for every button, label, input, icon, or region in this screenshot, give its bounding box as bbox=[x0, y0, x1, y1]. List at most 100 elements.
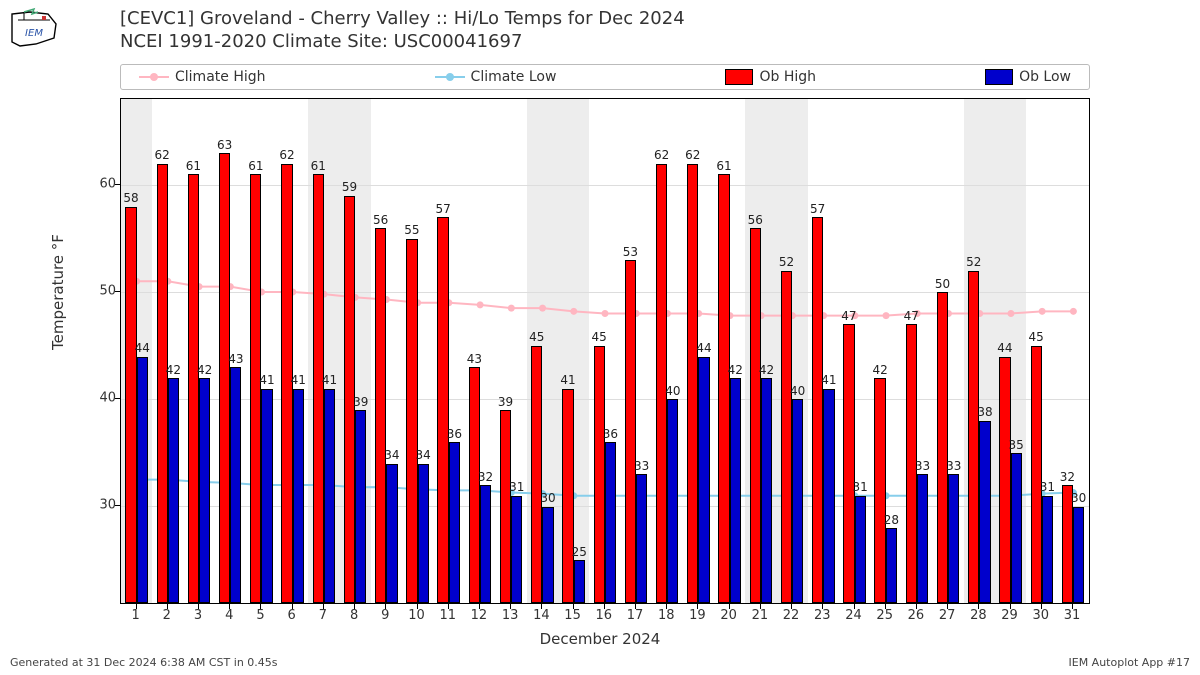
ob-high-label: 41 bbox=[560, 373, 575, 387]
ob-low-label: 31 bbox=[509, 480, 524, 494]
legend-label: Climate High bbox=[175, 69, 266, 85]
ob-high-bar bbox=[937, 292, 948, 603]
ob-low-label: 36 bbox=[447, 427, 462, 441]
ob-high-label: 55 bbox=[404, 223, 419, 237]
ob-low-label: 30 bbox=[540, 491, 555, 505]
ob-high-label: 62 bbox=[279, 148, 294, 162]
x-axis-label: December 2024 bbox=[0, 630, 1200, 648]
ob-low-label: 41 bbox=[259, 373, 274, 387]
xtick-label: 10 bbox=[408, 608, 425, 623]
ob-low-label: 40 bbox=[790, 384, 805, 398]
ob-low-label: 34 bbox=[384, 448, 399, 462]
legend-label: Ob Low bbox=[1019, 69, 1071, 85]
ob-low-bar bbox=[168, 378, 179, 603]
ob-low-bar bbox=[979, 421, 990, 603]
chart-title: [CEVC1] Groveland - Cherry Valley :: Hi/… bbox=[120, 8, 685, 31]
chart-subtitle: NCEI 1991-2020 Climate Site: USC00041697 bbox=[120, 31, 685, 54]
gridline bbox=[121, 185, 1089, 186]
ob-high-label: 42 bbox=[872, 363, 887, 377]
ob-low-label: 36 bbox=[603, 427, 618, 441]
ob-low-label: 39 bbox=[353, 395, 368, 409]
ob-high-label: 58 bbox=[123, 191, 138, 205]
ob-high-bar bbox=[531, 346, 542, 603]
ob-high-label: 56 bbox=[373, 213, 388, 227]
ob-high-label: 52 bbox=[966, 255, 981, 269]
ob-low-label: 42 bbox=[197, 363, 212, 377]
ob-high-bar bbox=[219, 153, 230, 603]
ob-low-label: 42 bbox=[759, 363, 774, 377]
ob-high-label: 61 bbox=[186, 159, 201, 173]
ob-low-bar bbox=[542, 507, 553, 603]
xtick-label: 9 bbox=[381, 608, 389, 623]
ytick-label: 50 bbox=[86, 283, 116, 298]
ob-high-bar bbox=[375, 228, 386, 603]
xtick-label: 8 bbox=[350, 608, 358, 623]
ob-low-bar bbox=[855, 496, 866, 603]
ob-high-bar bbox=[1031, 346, 1042, 603]
iem-logo: IEM bbox=[8, 6, 60, 52]
ob-high-label: 43 bbox=[467, 352, 482, 366]
ob-low-label: 41 bbox=[821, 373, 836, 387]
ob-low-bar bbox=[449, 442, 460, 603]
ob-low-bar bbox=[636, 474, 647, 603]
ob-low-bar bbox=[605, 442, 616, 603]
ob-high-bar bbox=[125, 207, 136, 603]
ob-low-bar bbox=[917, 474, 928, 603]
ob-high-bar bbox=[750, 228, 761, 603]
ob-high-bar bbox=[157, 164, 168, 603]
xtick-label: 22 bbox=[783, 608, 800, 623]
ob-high-label: 61 bbox=[716, 159, 731, 173]
ob-low-label: 31 bbox=[852, 480, 867, 494]
ob-high-label: 47 bbox=[841, 309, 856, 323]
ob-low-label: 32 bbox=[478, 470, 493, 484]
ob-low-bar bbox=[137, 357, 148, 603]
ob-low-label: 41 bbox=[291, 373, 306, 387]
ob-high-bar bbox=[313, 174, 324, 603]
footer-generated: Generated at 31 Dec 2024 6:38 AM CST in … bbox=[10, 656, 278, 669]
ob-high-label: 56 bbox=[748, 213, 763, 227]
ob-high-label: 47 bbox=[904, 309, 919, 323]
ob-low-bar bbox=[1073, 507, 1084, 603]
xtick-label: 12 bbox=[471, 608, 488, 623]
xtick-label: 26 bbox=[908, 608, 925, 623]
ob-low-label: 40 bbox=[665, 384, 680, 398]
ob-high-label: 63 bbox=[217, 138, 232, 152]
ytick-label: 30 bbox=[86, 498, 116, 513]
ob-low-label: 33 bbox=[634, 459, 649, 473]
ob-low-label: 33 bbox=[915, 459, 930, 473]
xtick-label: 19 bbox=[689, 608, 706, 623]
xtick-label: 27 bbox=[939, 608, 956, 623]
ob-low-label: 33 bbox=[946, 459, 961, 473]
xtick-label: 3 bbox=[194, 608, 202, 623]
ob-low-label: 42 bbox=[166, 363, 181, 377]
ob-high-label: 45 bbox=[529, 330, 544, 344]
ob-low-bar bbox=[293, 389, 304, 603]
ob-high-label: 61 bbox=[248, 159, 263, 173]
xtick-label: 31 bbox=[1064, 608, 1081, 623]
ob-low-bar bbox=[355, 410, 366, 603]
ob-low-bar bbox=[1011, 453, 1022, 603]
ob-low-label: 41 bbox=[322, 373, 337, 387]
xtick-label: 23 bbox=[814, 608, 831, 623]
ob-high-label: 52 bbox=[779, 255, 794, 269]
ob-high-label: 62 bbox=[654, 148, 669, 162]
xtick-label: 16 bbox=[596, 608, 613, 623]
ob-high-bar bbox=[718, 174, 729, 603]
ob-high-label: 57 bbox=[810, 202, 825, 216]
ob-low-bar bbox=[1042, 496, 1053, 603]
ob-low-label: 44 bbox=[696, 341, 711, 355]
xtick-label: 5 bbox=[256, 608, 264, 623]
ob-high-label: 62 bbox=[685, 148, 700, 162]
ob-high-bar bbox=[406, 239, 417, 603]
ob-low-bar bbox=[698, 357, 709, 603]
ob-low-bar bbox=[886, 528, 897, 603]
xtick-label: 6 bbox=[288, 608, 296, 623]
ob-high-bar bbox=[781, 271, 792, 603]
legend-ob-low: Ob Low bbox=[985, 69, 1071, 85]
ob-low-label: 34 bbox=[416, 448, 431, 462]
xtick-label: 30 bbox=[1032, 608, 1049, 623]
ob-high-bar bbox=[188, 174, 199, 603]
footer-app: IEM Autoplot App #17 bbox=[1069, 656, 1191, 669]
ob-low-label: 44 bbox=[135, 341, 150, 355]
ob-low-bar bbox=[823, 389, 834, 603]
